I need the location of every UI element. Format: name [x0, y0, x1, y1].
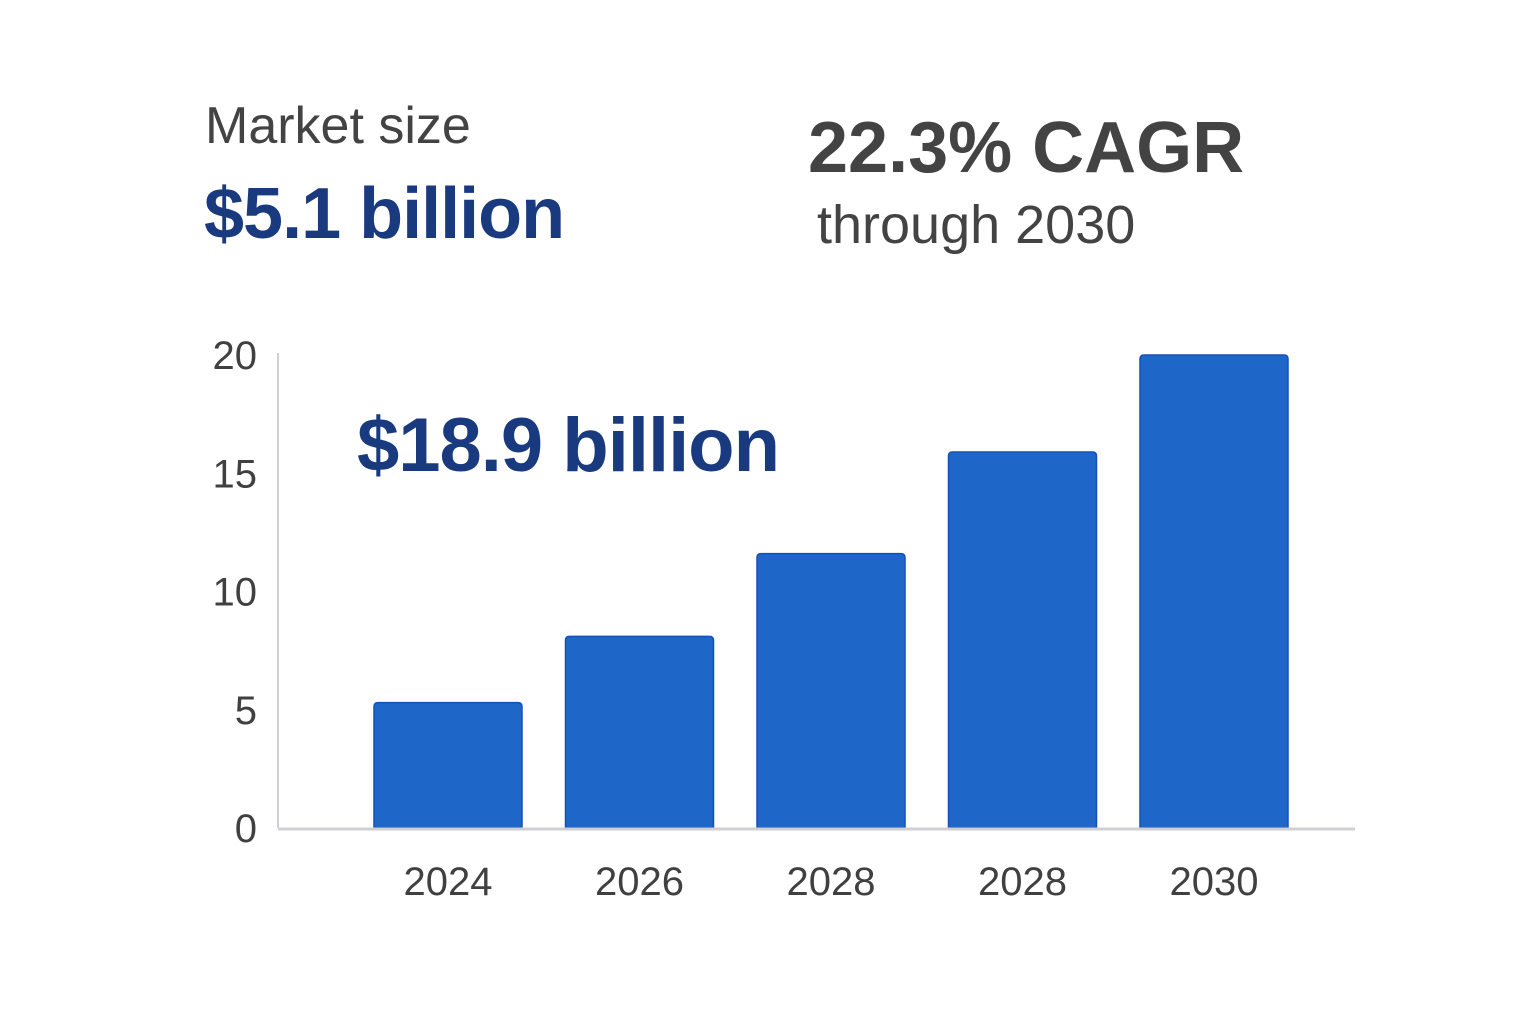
x-tick-label: 2028	[978, 860, 1067, 904]
forecast-value-annotation: $18.9 billion	[357, 403, 780, 488]
bar-2024-0	[373, 701, 523, 829]
x-tick-label: 2028	[787, 860, 876, 904]
bar-2030-4	[1139, 354, 1289, 829]
y-tick-label: 5	[235, 689, 257, 733]
y-tick-label: 10	[213, 571, 258, 615]
bars	[373, 354, 1289, 829]
y-axis-ticks: 0 5 10 15 20	[213, 334, 258, 851]
market-size-value: $5.1 billion	[204, 174, 565, 254]
y-tick-label: 0	[235, 807, 257, 851]
bar-2028-2	[756, 552, 906, 829]
cagr-value: 22.3% CAGR	[808, 108, 1245, 188]
y-tick-label: 15	[213, 452, 258, 496]
x-axis-ticks: 2024 2026 2028 2028 2030	[404, 860, 1259, 904]
bar-2026-1	[564, 635, 715, 829]
x-tick-label: 2026	[595, 860, 684, 904]
x-tick-label: 2030	[1170, 860, 1259, 904]
market-size-label: Market size	[205, 97, 471, 155]
y-tick-label: 20	[213, 334, 258, 378]
x-tick-label: 2024	[404, 860, 493, 904]
cagr-subtitle: through 2030	[817, 195, 1136, 255]
bar-2028-3	[947, 451, 1098, 829]
